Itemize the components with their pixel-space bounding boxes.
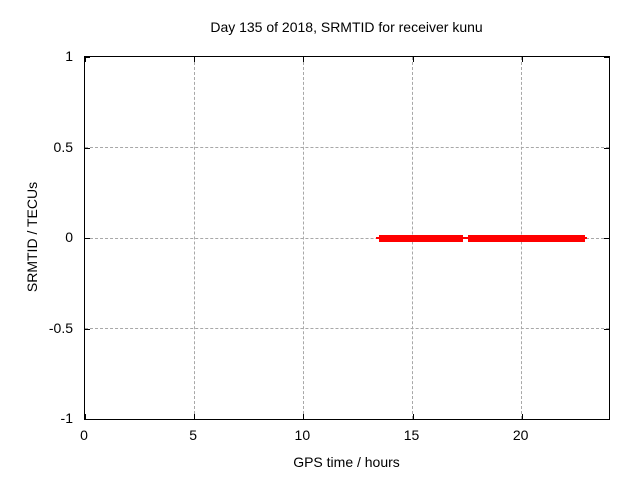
chart-title: Day 135 of 2018, SRMTID for receiver kun… (210, 19, 483, 35)
y-tick-mark-left (85, 147, 90, 149)
y-tick-mark-right (604, 328, 609, 330)
x-tick-mark-bottom (521, 414, 523, 419)
series-segment (468, 234, 585, 242)
x-tick-mark-top (521, 57, 523, 62)
x-tick-mark-bottom (412, 414, 414, 419)
x-tick-label: 10 (294, 427, 311, 443)
y-tick-label: 1 (65, 48, 73, 64)
x-tick-mark-top (303, 57, 305, 62)
y-tick-label: -0.5 (48, 319, 73, 336)
y-gridline (85, 328, 609, 329)
x-tick-mark-top (194, 57, 196, 62)
y-gridline (85, 147, 609, 148)
y-tick-mark-left (85, 238, 90, 239)
x-tick-label: 15 (403, 427, 420, 443)
x-tick-label: 5 (189, 427, 198, 443)
x-tick-mark-bottom (85, 414, 86, 419)
x-tick-mark-bottom (303, 414, 305, 419)
x-tick-mark-bottom (194, 414, 196, 419)
x-tick-label: 20 (512, 427, 529, 443)
y-tick-mark-left (85, 328, 90, 330)
x-axis-label: GPS time / hours (293, 454, 400, 470)
y-tick-mark-right (604, 419, 609, 420)
y-tick-label: 0 (65, 229, 73, 245)
y-tick-mark-left (85, 57, 90, 58)
y-gridline (85, 237, 609, 239)
y-tick-mark-right (604, 238, 609, 239)
x-tick-label: 0 (80, 427, 88, 443)
plot-area (84, 56, 610, 420)
y-tick-label: 0.5 (53, 138, 73, 155)
x-tick-mark-top (412, 57, 414, 62)
y-tick-mark-right (604, 57, 609, 58)
y-tick-mark-right (604, 147, 609, 149)
x-tick-mark-top (85, 57, 86, 62)
y-tick-mark-left (85, 419, 90, 420)
series-segment (378, 234, 463, 242)
y-tick-label: -1 (60, 410, 73, 426)
